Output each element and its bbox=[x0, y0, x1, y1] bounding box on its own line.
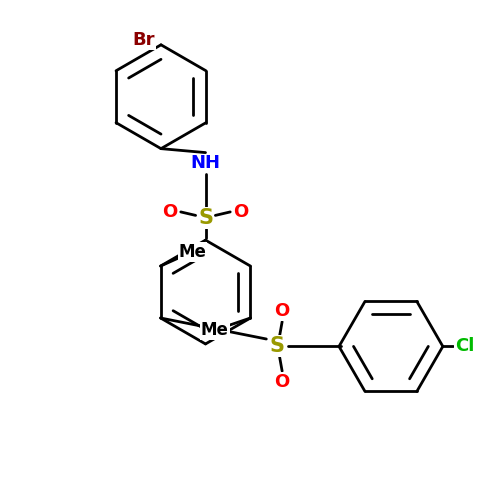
Text: Me: Me bbox=[201, 322, 229, 340]
Text: O: O bbox=[162, 203, 178, 221]
Text: S: S bbox=[270, 336, 284, 356]
Text: O: O bbox=[274, 373, 290, 391]
Text: NH: NH bbox=[190, 154, 220, 172]
Text: Cl: Cl bbox=[456, 338, 475, 355]
Text: Me: Me bbox=[178, 243, 206, 261]
Text: O: O bbox=[234, 203, 248, 221]
Text: S: S bbox=[198, 208, 213, 228]
Text: O: O bbox=[274, 302, 290, 320]
Text: Br: Br bbox=[132, 31, 155, 49]
